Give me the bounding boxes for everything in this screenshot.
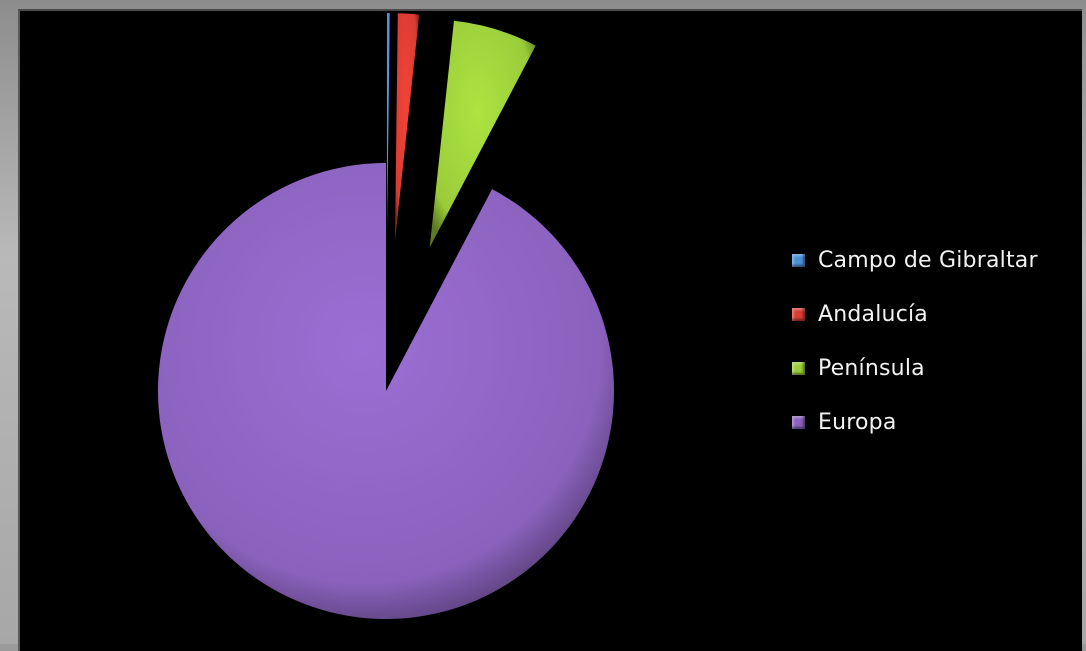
legend-label: Península	[818, 355, 925, 381]
pie-slice-campo-de-gibraltar	[386, 13, 390, 242]
chart-area: Campo de Gibraltar Andalucía Península E…	[18, 9, 1082, 651]
legend-swatch	[792, 415, 805, 429]
legend-label: Andalucía	[818, 301, 928, 327]
pie-slice-pen-nsula	[429, 20, 536, 248]
pie-slice-europa	[157, 163, 614, 619]
legend-item-campo-de-gibraltar: Campo de Gibraltar	[792, 233, 1038, 287]
legend: Campo de Gibraltar Andalucía Península E…	[792, 233, 1038, 449]
legend-swatch	[792, 307, 805, 321]
pie-slice-andaluc-a	[394, 13, 420, 242]
pie-chart	[157, 13, 614, 619]
legend-swatch	[792, 361, 805, 375]
legend-item-andalucia: Andalucía	[792, 287, 1038, 341]
legend-swatch	[792, 253, 805, 267]
legend-item-peninsula: Península	[792, 341, 1038, 395]
legend-label: Europa	[818, 409, 897, 435]
legend-label: Campo de Gibraltar	[818, 247, 1038, 273]
legend-item-europa: Europa	[792, 395, 1038, 449]
